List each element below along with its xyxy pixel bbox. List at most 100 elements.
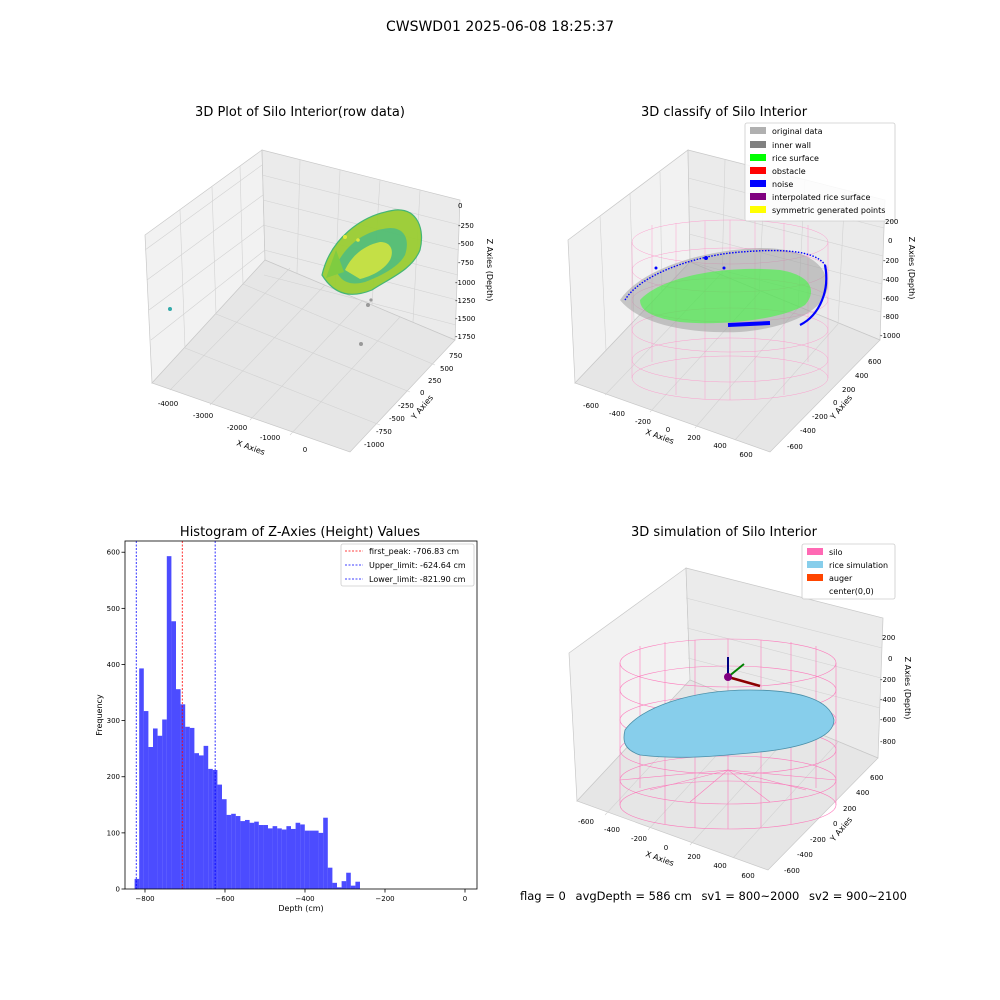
x-tick-label: 200 [687,853,700,861]
histogram-bar [153,728,158,889]
legend-swatch [750,154,766,161]
histogram-bar [194,753,199,889]
histogram-bar [337,887,342,889]
histogram-bar [254,821,259,889]
y-axis-label: Y Axies [828,393,854,422]
histogram-bar [258,825,264,889]
legend-swatch [807,574,823,581]
auger-axes-icon [724,657,761,688]
x-tick-label: 0 [664,844,668,852]
legend-swatch [807,561,823,568]
y-tick-label: -500 [389,415,405,423]
histogram-bar [231,813,236,889]
panel-histogram: Histogram of Z-Axies (Height) Values −80… [95,525,478,913]
z-tick-label: -600 [880,716,896,724]
x-tick-label: −600 [215,895,234,903]
x-tick-label: -200 [635,418,651,426]
y-tick-label: 500 [440,365,453,373]
z-tick-label: -500 [458,240,474,248]
histogram-bar [171,621,176,889]
z-tick-label: 200 [882,634,895,642]
legend-item-symmetric: symmetric generated points [772,206,885,215]
legend-item-rice-surface: rice surface [772,154,819,163]
raw-point-cloud [168,209,423,346]
y-tick-label: 500 [107,605,120,613]
y-tick-label: 0 [116,886,120,894]
x-tick-label: -600 [578,818,594,826]
y-tick-label: 300 [107,717,120,725]
z-tick-label: -1750 [455,333,475,341]
legend-item-silo: silo [829,548,843,557]
y-tick-label: 750 [449,352,462,360]
z-tick-label: -800 [883,313,899,321]
z-axis-label: Z Axies (Depth) [485,239,494,302]
x-tick-label: 400 [713,862,726,870]
legend-item-center: center(0,0) [829,587,874,596]
histogram-bar [309,830,314,889]
panel-classify-title: 3D classify of Silo Interior [641,105,808,120]
y-tick-label: -400 [800,427,816,435]
histogram-bar [139,668,144,889]
histogram-bar [300,824,305,889]
histogram-bar [176,689,181,889]
histogram-bar [263,825,268,889]
x-tick-label: 0 [463,895,467,903]
x-tick-label: 400 [713,442,726,450]
histogram-bar [217,784,222,889]
histogram-bar [189,727,195,889]
x-tick-label: -2000 [227,424,247,432]
pane-floor [151,259,456,453]
legend-item-lower-limit: Lower_limit: -821.90 cm [369,575,466,584]
y-tick-label: 600 [107,549,120,557]
legend-swatch [750,141,766,148]
histogram-y-label: Frequency [95,694,104,736]
z-tick-label: -400 [883,276,899,284]
histogram-bar [318,832,324,889]
y-tick-label: 200 [107,773,120,781]
figure-suptitle: CWSWD01 2025-06-08 18:25:37 [386,19,614,35]
histogram-x-ticks: −800 −600 −400 −200 0 [135,889,467,903]
y-tick-label: -200 [810,836,826,844]
y-tick-label: -1000 [364,441,384,449]
z-tick-label: -1000 [880,332,900,340]
histogram-bar [272,826,278,889]
z-tick-label: -250 [458,222,474,230]
x-tick-label: -4000 [158,400,178,408]
histogram-bar [268,828,273,889]
legend-swatch [750,193,766,200]
x-tick-label: -400 [604,826,620,834]
histogram-bar [245,819,250,889]
z-tick-label: 200 [885,218,898,226]
y-tick-label: 400 [856,789,869,797]
histogram-bar [314,830,319,889]
legend-item-interpolated: interpolated rice surface [772,193,870,202]
legend-frame [340,543,475,587]
y-tick-label: 250 [428,377,441,385]
histogram-bar [199,755,204,889]
histogram-bar [355,881,360,889]
x-tick-label: 600 [741,872,754,880]
z-tick-label: -200 [880,676,896,684]
x-axis-label: X Axies [644,427,675,446]
y-axis-label: Y Axies [828,815,854,844]
histogram-bar [277,828,282,889]
y-tick-label: 0 [833,820,837,828]
z-tick-label: -750 [458,259,474,267]
legend-swatch [750,180,766,187]
sv2-readout: sv2 = 900~2100 [809,889,907,903]
y-tick-label: -600 [787,443,803,451]
y-tick-label: 200 [842,386,855,394]
y-tick-label: -750 [376,428,392,436]
histogram-bar [341,881,347,889]
sv1-readout: sv1 = 800~2000 [701,889,800,903]
histogram-bar [180,704,186,889]
histogram-title: Histogram of Z-Axies (Height) Values [180,525,420,540]
legend-item-auger: auger [829,574,853,583]
legend-item-obstacle: obstacle [772,167,806,176]
legend-swatch [750,206,766,213]
histogram-bar [203,745,209,889]
z-tick-label: 0 [888,655,892,663]
legend-item-first-peak: first_peak: -706.83 cm [369,547,459,556]
x-tick-label: -3000 [193,412,213,420]
histogram-bar [226,814,232,889]
